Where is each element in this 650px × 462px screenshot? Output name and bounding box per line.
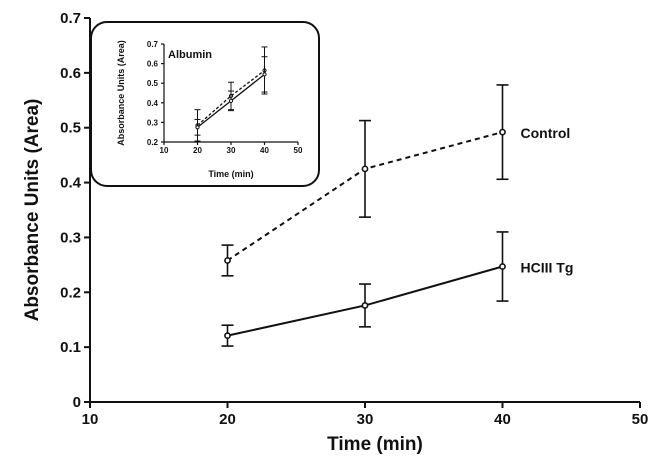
x-tick-label: 50 (632, 411, 649, 428)
y-tick-label: 0.6 (60, 65, 81, 82)
x-tick-label: 20 (219, 411, 236, 428)
x-axis-label: Time (min) (327, 434, 423, 455)
data-point (195, 125, 200, 130)
data-point (224, 332, 231, 340)
data-point (499, 128, 506, 136)
y-tick-label: 0.2 (60, 284, 81, 301)
inset-frame (90, 21, 320, 187)
y-tick-label: 0.4 (60, 175, 82, 192)
x-tick-label: 40 (260, 146, 269, 155)
series-label: HCIII Tg (521, 260, 574, 276)
x-tick-label: 30 (227, 146, 236, 155)
inset-x-axis-label: Time (min) (208, 169, 253, 179)
y-tick-label: 0.3 (147, 118, 159, 127)
series-line (197, 69, 265, 126)
series-1 (194, 56, 268, 136)
y-tick-label: 0.7 (147, 40, 159, 49)
inset-title: Albumin (168, 49, 212, 61)
series-1: HCIII Tg (221, 231, 574, 347)
y-tick-label: 0.6 (147, 60, 159, 69)
x-tick-label: 40 (494, 411, 511, 428)
series-label: Control (521, 125, 571, 141)
x-tick-label: 50 (294, 146, 303, 155)
data-point (228, 98, 234, 103)
x-tick-label: 30 (357, 411, 374, 428)
data-point (499, 263, 506, 270)
inset-series-group (194, 46, 268, 142)
y-tick-label: 0.7 (60, 10, 81, 27)
x-tick-label: 10 (82, 411, 99, 428)
data-point (262, 72, 267, 77)
main-series-group: Control HCIII Tg (221, 84, 574, 347)
data-point (361, 165, 369, 173)
inset-chart: 10 20 30 40 50 0.2 0.3 0.4 0.5 0.6 0.7 Albumin Tim… (90, 21, 320, 187)
y-tick-label: 0.1 (60, 339, 81, 356)
data-point (361, 302, 369, 309)
y-tick-label: 0.3 (60, 229, 81, 246)
main-plot: 10 20 30 40 50 0 0.1 0.2 0.3 0.4 0.5 0.6 0.7 Control… (22, 10, 648, 455)
inset-axes: 10 20 30 40 50 0.2 0.3 0.4 0.5 0.6 0.7 (147, 40, 303, 155)
y-axis-label: Absorbance Units (Area) (22, 99, 43, 322)
y-tick-label: 0 (73, 394, 81, 411)
y-tick-label: 0.2 (147, 138, 159, 147)
x-tick-label: 10 (160, 146, 169, 155)
y-tick-label: 0.4 (147, 99, 159, 108)
x-tick-label: 20 (193, 146, 202, 155)
y-tick-label: 0.5 (147, 79, 159, 88)
y-tick-label: 0.5 (60, 120, 81, 137)
series-0: Control (221, 84, 571, 277)
inset-y-axis-label: Absorbance Units (Area) (116, 40, 126, 146)
data-point (224, 257, 231, 264)
